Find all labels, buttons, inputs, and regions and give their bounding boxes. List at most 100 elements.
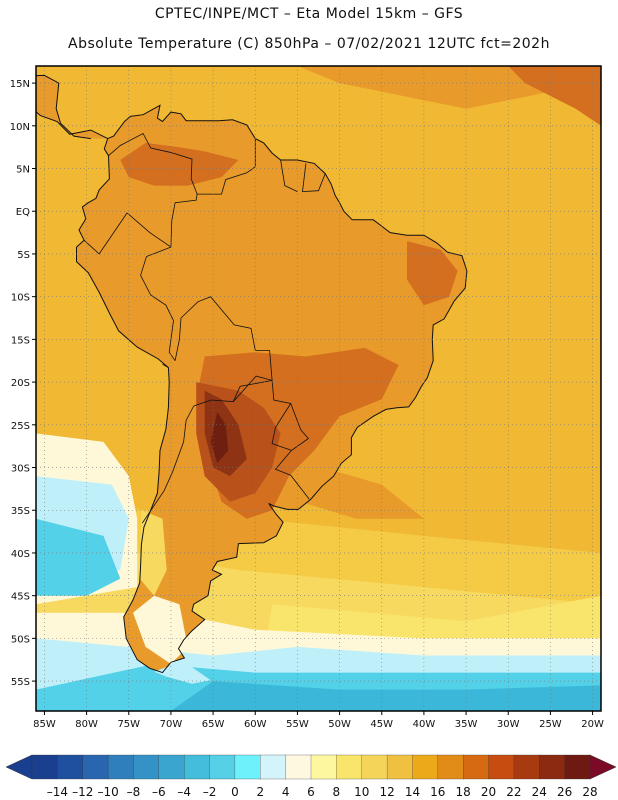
colorbar-label: 0 — [231, 785, 239, 799]
lat-tick-label: 15S — [11, 335, 30, 346]
land-hot-core — [210, 412, 229, 464]
colorbar-label: 18 — [456, 785, 471, 799]
lat-tick-label: 45S — [11, 592, 30, 603]
lon-tick-label: 60W — [244, 719, 267, 730]
land-22c-northeast — [407, 241, 458, 306]
lon-tick-label: 20W — [581, 719, 604, 730]
field-0c-pacific — [36, 518, 121, 596]
chart-title-line2: Absolute Temperature (C) 850hPa – 07/02/… — [68, 36, 550, 52]
map-frame — [35, 65, 602, 712]
colorbar-swatch — [336, 754, 363, 780]
colorbar-label: 10 — [354, 785, 369, 799]
lon-tick-label: 40W — [413, 719, 436, 730]
land-8c-patagonia — [133, 595, 188, 664]
land-24c-northwest — [120, 142, 239, 186]
lon-tick-label: 45W — [370, 719, 393, 730]
colorbar-swatch — [539, 754, 566, 780]
colorbar-label: –12 — [72, 785, 93, 799]
colorbar-label: 4 — [282, 785, 290, 799]
lat-tick-label: 30S — [11, 464, 30, 475]
colorbar-swatch — [564, 754, 591, 780]
colorbar-label: –4 — [177, 785, 191, 799]
lon-tick-label: 70W — [160, 719, 183, 730]
colorbar-label: 6 — [307, 785, 315, 799]
colorbar-label: 2 — [256, 785, 264, 799]
lat-tick-label: 50S — [11, 634, 30, 645]
lon-tick-label: 80W — [75, 719, 98, 730]
lat-tick-label: 15N — [10, 79, 30, 90]
colorbar-swatch — [386, 754, 414, 780]
colorbar-label: 20 — [481, 785, 496, 799]
border-line — [126, 212, 172, 248]
chart-title-line1: CPTEC/INPE/MCT – Eta Model 15km – GFS — [154, 6, 464, 22]
border-line — [280, 159, 298, 192]
colorbar-label: 12 — [379, 785, 394, 799]
lat-tick-label: EQ — [16, 207, 30, 218]
lat-tick-label: 20S — [11, 378, 30, 389]
colorbar-arrow-high — [589, 754, 617, 780]
colorbar-label: 22 — [506, 785, 521, 799]
colorbar-swatch — [513, 754, 540, 780]
border-line — [83, 212, 128, 255]
lat-tick-label: 5N — [16, 165, 30, 176]
border-line — [271, 403, 292, 451]
colorbar-label: 26 — [557, 785, 572, 799]
land-tierra-del-fuego — [154, 660, 211, 684]
border-line — [140, 166, 256, 361]
coastline — [76, 104, 468, 674]
colorbar-swatch — [463, 754, 490, 780]
colorbar-label: –10 — [97, 785, 118, 799]
colorbar-swatch — [184, 754, 211, 780]
border-line — [108, 132, 198, 195]
lat-tick-label: 25S — [11, 421, 30, 432]
lon-tick-label: 50W — [328, 719, 351, 730]
colorbar-label: –8 — [127, 785, 141, 799]
colorbar-swatch — [158, 754, 185, 780]
border-line — [232, 380, 273, 402]
lat-tick-label: 10S — [11, 293, 30, 304]
colorbar-swatch — [209, 754, 236, 780]
coastline-central-america — [36, 74, 108, 140]
lat-tick-label: 5S — [17, 250, 30, 261]
temperature-field — [36, 66, 601, 711]
colorbar-label: –6 — [152, 785, 166, 799]
colorbar-swatch — [234, 754, 261, 780]
colorbar-swatch — [133, 754, 160, 780]
colorbar-swatch — [57, 754, 84, 780]
lon-tick-label: 30W — [497, 719, 520, 730]
border-line — [302, 163, 326, 193]
colorbar-label: 16 — [430, 785, 445, 799]
colorbar-swatch — [82, 754, 109, 780]
colorbar-swatch — [260, 754, 287, 780]
lon-tick-label: 55W — [286, 719, 309, 730]
lat-tick-label: 55S — [11, 677, 30, 688]
land-14c-andes-south — [139, 510, 167, 596]
lon-tick-label: 75W — [117, 719, 140, 730]
field-minus2c-south — [170, 681, 601, 711]
lat-tick-label: 10N — [10, 122, 30, 133]
colorbar-label: 8 — [333, 785, 341, 799]
border-line — [174, 296, 273, 381]
colorbar-swatch — [310, 754, 338, 780]
field-22c-north — [508, 66, 601, 126]
lon-tick-label: 85W — [33, 719, 56, 730]
colorbar-swatch — [437, 754, 464, 780]
lon-tick-label: 25W — [539, 719, 562, 730]
border-line — [141, 405, 195, 524]
colorbar-swatch — [285, 754, 312, 780]
colorbar-swatch — [488, 754, 515, 780]
colorbar-swatch — [31, 754, 59, 780]
colorbar-label: 14 — [405, 785, 420, 799]
lon-tick-label: 35W — [455, 719, 478, 730]
colorbar-label: –14 — [47, 785, 68, 799]
lat-tick-label: 35S — [11, 506, 30, 517]
colorbar-label: 28 — [582, 785, 597, 799]
lat-tick-label: 40S — [11, 549, 30, 560]
lon-tick-label: 65W — [202, 719, 225, 730]
colorbar-swatch — [412, 754, 439, 780]
colorbar-label: 24 — [532, 785, 547, 799]
colorbar-swatch — [107, 754, 135, 780]
colorbar-label: –2 — [203, 785, 217, 799]
colorbar-swatch — [361, 754, 388, 780]
